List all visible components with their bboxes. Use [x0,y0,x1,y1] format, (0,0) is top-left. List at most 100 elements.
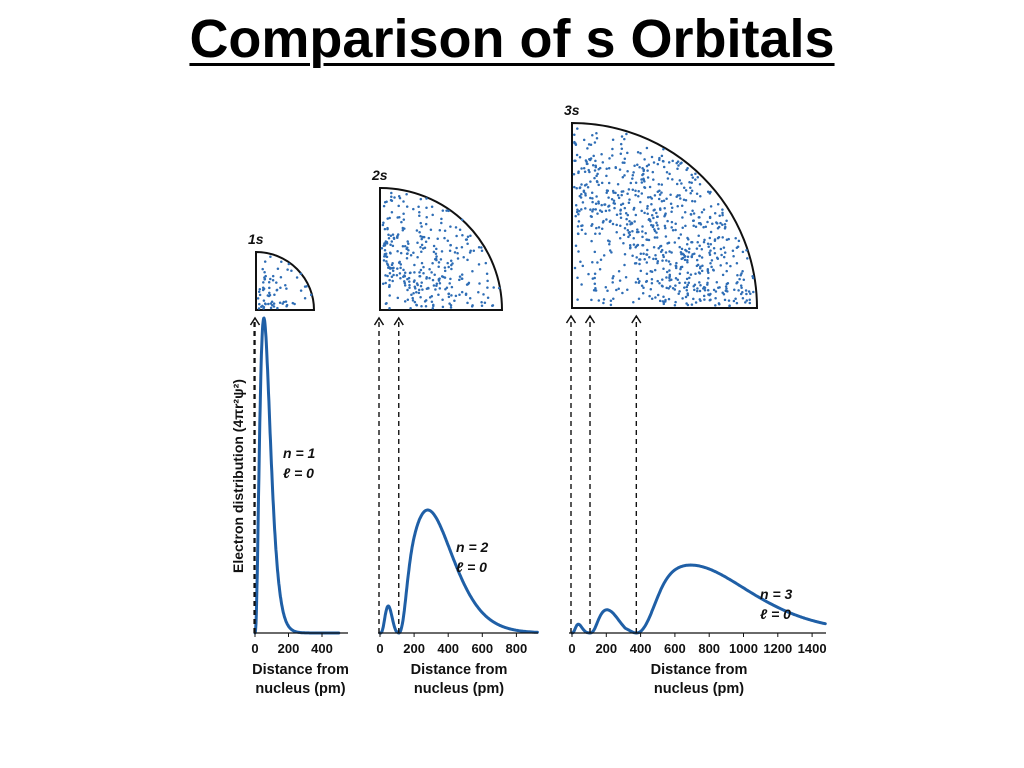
electron-dot-3s [574,214,577,218]
electron-dot-3s [620,135,624,138]
electron-dot-2s [401,245,405,248]
electron-dot-2s [449,259,453,262]
electron-dot-3s [721,236,724,239]
electron-dot-2s [385,200,388,203]
electron-dot-3s [658,299,662,303]
electron-dot-3s [744,289,748,292]
electron-dot-2s [446,261,449,265]
electron-dot-3s [718,214,721,217]
electron-dot-3s [642,172,645,176]
electron-dot-3s [632,243,636,246]
orbital-name-3s: 3s [564,102,580,118]
electron-dot-3s [640,284,644,287]
electron-dot-3s [602,219,605,223]
electron-dot-3s [607,181,611,185]
electron-dot-2s [388,294,391,297]
electron-dot-1s [303,296,307,300]
electron-dot-2s [413,279,416,282]
electron-dot-2s [406,288,409,292]
electron-dot-1s [258,288,262,291]
electron-dot-3s [668,269,671,272]
electron-dot-3s [650,197,654,200]
electron-dot-3s [655,211,658,215]
electron-dot-3s [670,206,674,210]
electron-dot-3s [717,225,721,229]
electron-dot-2s [458,228,462,231]
electron-dot-3s [707,271,710,275]
electron-dot-3s [676,278,680,281]
electron-dot-3s [593,276,596,280]
electron-dot-2s [396,250,399,253]
electron-dot-3s [668,275,671,278]
electron-dot-2s [417,291,421,295]
electron-dot-3s [726,281,730,285]
x-tick-label-2s: 200 [403,641,425,656]
electron-dot-3s [709,190,712,194]
electron-dot-3s [576,127,579,130]
electron-dot-3s [725,262,728,265]
electron-dot-1s [284,283,287,287]
electron-dot-3s [660,199,664,203]
electron-dot-3s [647,218,651,222]
electron-dot-1s [272,305,276,308]
electron-dot-2s [466,301,469,305]
electron-dot-3s [721,273,725,277]
electron-dot-3s [745,249,748,252]
electron-dot-3s [734,237,737,240]
electron-dot-3s [708,236,712,240]
electron-dot-2s [438,228,442,232]
x-tick-label-1s: 400 [311,641,333,656]
electron-dot-3s [700,256,704,259]
electron-dot-2s [384,281,387,285]
electron-dot-3s [637,190,640,193]
electron-dot-1s [290,269,293,272]
electron-dot-3s [615,223,618,227]
electron-dot-3s [698,254,701,258]
electron-dot-1s [285,287,288,290]
electron-dot-2s [412,207,415,211]
electron-dot-3s [699,195,702,198]
electron-dot-3s [646,204,649,208]
x-axis-label-3s: Distance from [651,662,748,678]
electron-dot-3s [615,213,619,216]
electron-dot-3s [723,298,727,302]
electron-dot-2s [411,296,414,300]
electron-dot-3s [627,235,630,239]
electron-dot-1s [271,278,275,282]
electron-dot-2s [419,296,422,299]
electron-dot-2s [448,249,452,253]
electron-dot-3s [674,228,677,232]
electron-dot-2s [396,233,400,236]
electron-dot-3s [718,302,721,306]
electron-dot-3s [605,189,609,192]
x-tick-label-3s: 800 [698,641,720,656]
electron-dot-3s [723,251,727,254]
electron-dot-2s [480,304,484,308]
electron-dot-3s [590,224,593,227]
x-tick-label-3s: 1000 [729,641,758,656]
electron-dot-2s [382,259,386,262]
electron-dot-3s [685,242,689,246]
electron-dot-1s [276,306,279,310]
electron-dot-3s [645,261,649,264]
electron-dot-2s [419,246,422,249]
electron-dot-3s [650,213,654,217]
electron-dot-3s [644,232,647,235]
electron-dot-3s [737,239,741,243]
electron-dot-3s [708,298,712,302]
electron-dot-3s [634,193,637,197]
electron-dot-3s [608,249,612,252]
electron-dot-2s [449,277,452,281]
electron-dot-3s [681,297,684,300]
electron-dot-2s [478,282,481,285]
electron-dot-1s [258,302,261,306]
electron-dot-3s [634,189,637,193]
electron-dot-3s [699,223,703,226]
electron-dot-2s [414,287,417,290]
electron-dot-2s [384,240,388,243]
electron-dot-3s [741,291,744,294]
electron-dot-3s [709,249,712,252]
electron-dot-2s [410,293,413,297]
x-tick-label-2s: 0 [376,641,383,656]
electron-dot-1s [264,302,267,306]
